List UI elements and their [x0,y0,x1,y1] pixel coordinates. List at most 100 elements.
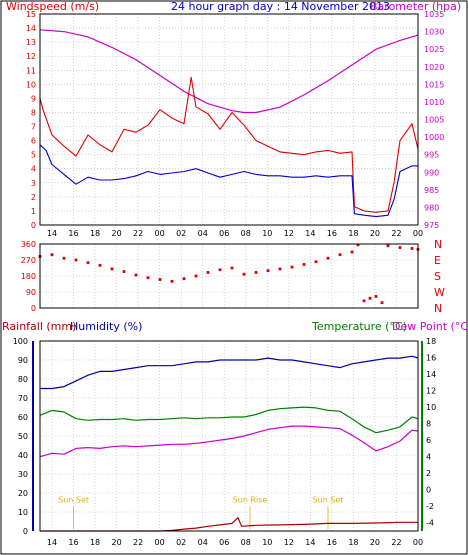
humidity-y-tick-label-8: 80 [18,375,28,384]
climate-x-tick-label-17: 00 [413,538,423,547]
climate-x-tick-label-12: 14 [305,538,315,547]
header-barometer-label: Barometer (hpa) [370,0,461,13]
wind-y-tick-label-10: 10 [26,80,36,89]
humidity-y-tick-label-1: 10 [18,508,28,517]
climate-x-tick-label-3: 20 [111,538,121,547]
direction-y-tick-label-4: 360 [21,240,36,249]
direction-point-15 [218,268,222,272]
header-title: 24 hour graph day : 14 November 2013 [171,0,390,13]
humidity-y-tick-label-3: 30 [18,470,28,479]
wind-y-tick-label-6: 6 [31,137,36,146]
climate-x-tick-label-13: 16 [327,538,337,547]
direction-point-25 [338,253,342,257]
wind-x-tick-label-11: 12 [284,229,294,238]
climate-x-tick-label-15: 20 [370,538,380,547]
panels: 0123456789101112131415975980985990995100… [13,10,445,547]
direction-point-3 [74,258,78,262]
direction-point-6 [110,267,114,271]
direction-point-21 [290,265,294,269]
direction-point-22 [302,263,306,266]
climate-x-tick-label-1: 16 [68,538,78,547]
dewpoint-line [39,425,419,458]
climate-x-tick-label-8: 06 [219,538,229,547]
barometer-y-tick-label-10: 1025 [424,45,444,54]
climate-x-tick-label-2: 18 [90,538,100,547]
direction-panel-frame [39,243,419,309]
direction-point-11 [170,279,174,283]
wind-x-tick-label-5: 00 [155,229,165,238]
direction-point-14 [206,271,210,274]
direction-y-tick-label-0: 0 [31,304,36,313]
temperature-y-tick-label-3: 2 [426,469,431,478]
direction-point-20 [278,267,282,271]
wind-x-tick-label-8: 06 [219,229,229,238]
direction-point-10 [158,278,162,281]
wind-x-tick-label-9: 08 [241,229,251,238]
direction-y-tick-label-3: 270 [21,256,36,265]
humidity-y-tick-label-6: 60 [18,413,28,422]
temperature-y-tick-label-8: 12 [426,387,436,396]
temperature-y-tick-label-9: 14 [426,370,436,379]
humidity-y-tick-label-0: 0 [23,527,28,536]
direction-point-7 [122,270,126,273]
compass-label-1: W [434,286,445,299]
wind-x-tick-label-10: 10 [262,229,272,238]
humidity-y-tick-label-10: 100 [13,337,28,346]
compass-label-2: S [434,270,441,283]
direction-point-12 [182,277,186,281]
wind-x-tick-label-6: 02 [176,229,186,238]
wind-panel-frame [39,13,419,226]
wind-y-tick-label-7: 7 [31,123,36,132]
wind-x-tick-label-7: 04 [198,229,208,238]
climate-x-tick-label-6: 02 [176,538,186,547]
barometer-y-tick-label-4: 995 [424,151,439,160]
climate-panel-frame [39,340,419,532]
direction-point-9 [146,276,150,280]
climate-x-tick-label-0: 14 [47,538,57,547]
temperature-y-tick-label-4: 4 [426,453,431,462]
barometer-y-tick-label-7: 1010 [424,98,444,107]
humidity-y-tick-label-7: 70 [18,394,28,403]
climate-x-tick-label-4: 22 [133,538,143,547]
direction-point-13 [194,274,198,278]
direction-point-5 [98,263,102,267]
temperature-y-tick-label-10: 16 [426,354,436,363]
direction-point-26 [350,250,354,254]
barometer-y-tick-label-5: 1000 [424,133,444,142]
barometer-y-tick-label-2: 985 [424,186,439,195]
temperature-y-tick-label-2: 0 [426,486,431,495]
temperature-y-tick-label-5: 6 [426,436,431,445]
compass-label-4: N [434,238,442,251]
wind-y-tick-label-13: 13 [26,38,36,47]
barometer-y-tick-label-8: 1015 [424,80,444,89]
wind-y-tick-label-15: 15 [26,10,36,19]
barometer-y-tick-label-9: 1020 [424,63,444,72]
wind-y-tick-label-12: 12 [26,52,36,61]
direction-point-27 [356,243,360,247]
wind-x-tick-label-14: 18 [348,229,358,238]
direction-point-19 [266,269,270,273]
humidity-y-tick-label-9: 90 [18,356,28,365]
direction-y-tick-label-1: 90 [26,288,36,297]
wind-y-tick-label-9: 9 [31,94,36,103]
footer-dewpoint-label: Dew Point (°C) [392,320,468,333]
barometer-line [39,29,419,114]
climate-x-tick-label-5: 00 [155,538,165,547]
temperature-y-tick-label-0: -4 [426,519,434,528]
climate-x-tick-label-7: 04 [198,538,208,547]
direction-point-8 [134,273,138,277]
barometer-y-tick-label-3: 990 [424,168,439,177]
direction-point-4 [86,261,90,265]
direction-point-1 [50,253,54,257]
climate-x-tick-label-16: 22 [391,538,401,547]
humidity-line [40,355,419,390]
temperature-y-tick-label-7: 10 [426,403,436,412]
temperature-line [39,406,419,434]
direction-point-16 [230,266,234,270]
direction-point-17 [242,272,246,276]
wind-x-tick-label-2: 18 [90,229,100,238]
wind-y-tick-label-14: 14 [26,24,36,33]
wind-average-line [39,144,418,218]
